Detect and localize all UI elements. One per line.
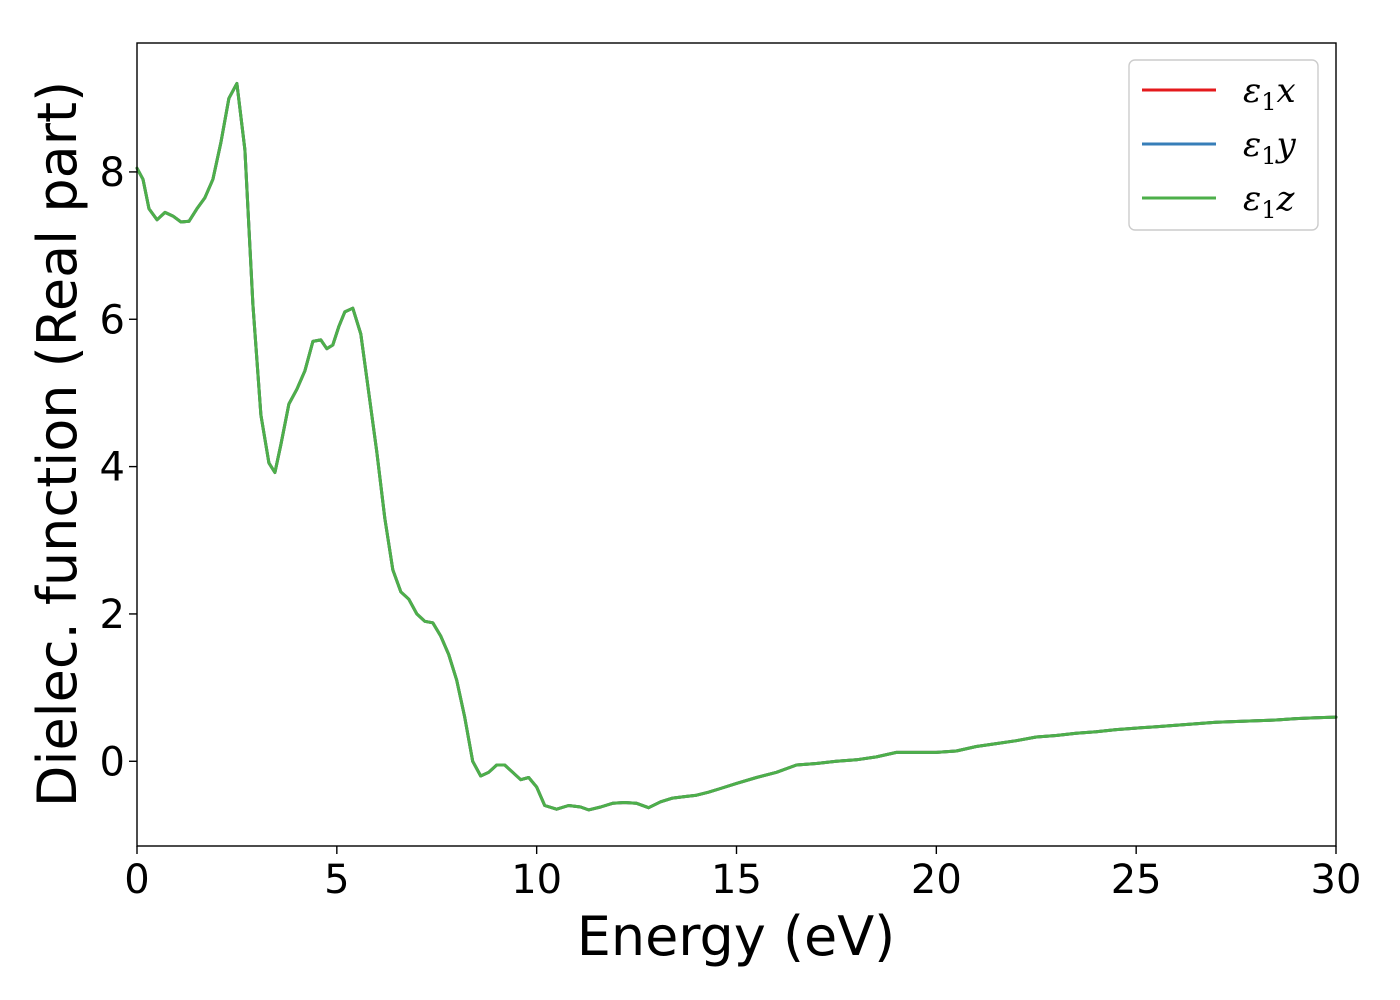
series-layer [135, 82, 1338, 812]
legend-label-z: ε1z [1243, 179, 1296, 224]
x-tick-label: 5 [324, 857, 349, 903]
x-tick-label: 30 [1311, 857, 1362, 903]
x-tick-label: 20 [911, 857, 962, 903]
x-tick-label: 10 [511, 857, 562, 903]
x-tick-label: 15 [711, 857, 762, 903]
legend-label-x: ε1x [1243, 71, 1296, 116]
series-line-z [135, 82, 1338, 812]
x-tick-label: 0 [124, 857, 149, 903]
x-tick-label: 25 [1111, 857, 1162, 903]
y-tick-label: 6 [100, 297, 125, 343]
legend-box [1128, 59, 1319, 231]
legend-items: ε1x ε1y ε1z [1142, 71, 1297, 224]
y-tick-label: 2 [100, 592, 125, 638]
legend: ε1x ε1y ε1z [1128, 59, 1319, 231]
y-tick-label: 0 [100, 739, 125, 785]
x-axis-title: Energy (eV) [577, 905, 896, 968]
y-axis-title: Dielec. function (Real part) [26, 81, 89, 807]
x-axis: 0 5 10 15 20 25 30 [124, 846, 1361, 903]
legend-label-y: ε1y [1243, 125, 1297, 170]
y-axis: 0 2 4 6 8 [100, 150, 137, 785]
y-tick-label: 4 [100, 445, 125, 491]
y-tick-label: 8 [100, 150, 125, 196]
